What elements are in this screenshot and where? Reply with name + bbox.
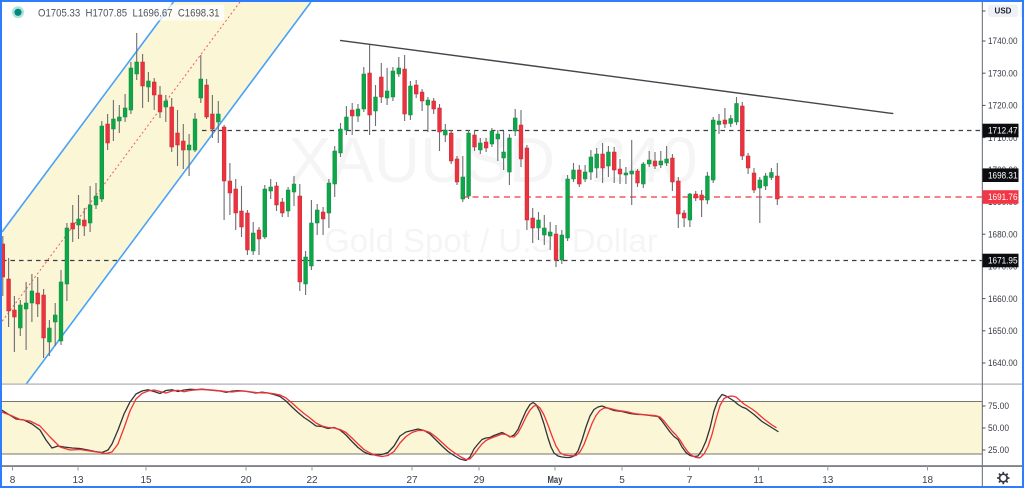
svg-text:1660.00: 1660.00 — [988, 294, 1018, 304]
svg-text:5: 5 — [619, 475, 625, 486]
svg-text:1720.00: 1720.00 — [988, 101, 1018, 111]
svg-text:USD: USD — [995, 7, 1012, 16]
svg-text:13: 13 — [72, 475, 84, 486]
svg-text:15: 15 — [140, 475, 152, 486]
svg-text:22: 22 — [306, 475, 318, 486]
svg-text:29: 29 — [473, 475, 485, 486]
svg-text:11: 11 — [753, 475, 764, 486]
svg-text:27: 27 — [406, 475, 418, 486]
svg-text:7: 7 — [687, 475, 693, 486]
svg-text:1691.76: 1691.76 — [988, 192, 1018, 202]
svg-text:25.00: 25.00 — [988, 445, 1009, 455]
svg-text:13: 13 — [822, 475, 834, 486]
svg-text:1698.31: 1698.31 — [988, 170, 1018, 180]
svg-text:20: 20 — [240, 475, 252, 486]
svg-text:Gold Spot / U.S. Dollar: Gold Spot / U.S. Dollar — [324, 222, 658, 259]
svg-text:1740.00: 1740.00 — [988, 36, 1018, 46]
svg-text:1671.95: 1671.95 — [988, 256, 1018, 266]
svg-text:1640.00: 1640.00 — [988, 358, 1018, 368]
svg-text:8: 8 — [10, 475, 16, 486]
svg-text:1710.00: 1710.00 — [988, 133, 1018, 143]
svg-text:75.00: 75.00 — [988, 401, 1009, 411]
svg-text:50.00: 50.00 — [988, 423, 1009, 433]
svg-text:1730.00: 1730.00 — [988, 68, 1018, 78]
svg-text:May: May — [548, 475, 563, 486]
svg-text:O1705.33 H1707.85 L1696.67: O1705.33 H1707.85 L1696.67 C1698.31 — [38, 7, 220, 19]
svg-text:1712.47: 1712.47 — [988, 126, 1018, 136]
svg-text:18: 18 — [922, 475, 934, 486]
svg-text:1680.00: 1680.00 — [988, 229, 1018, 239]
svg-text:1650.00: 1650.00 — [988, 326, 1018, 336]
